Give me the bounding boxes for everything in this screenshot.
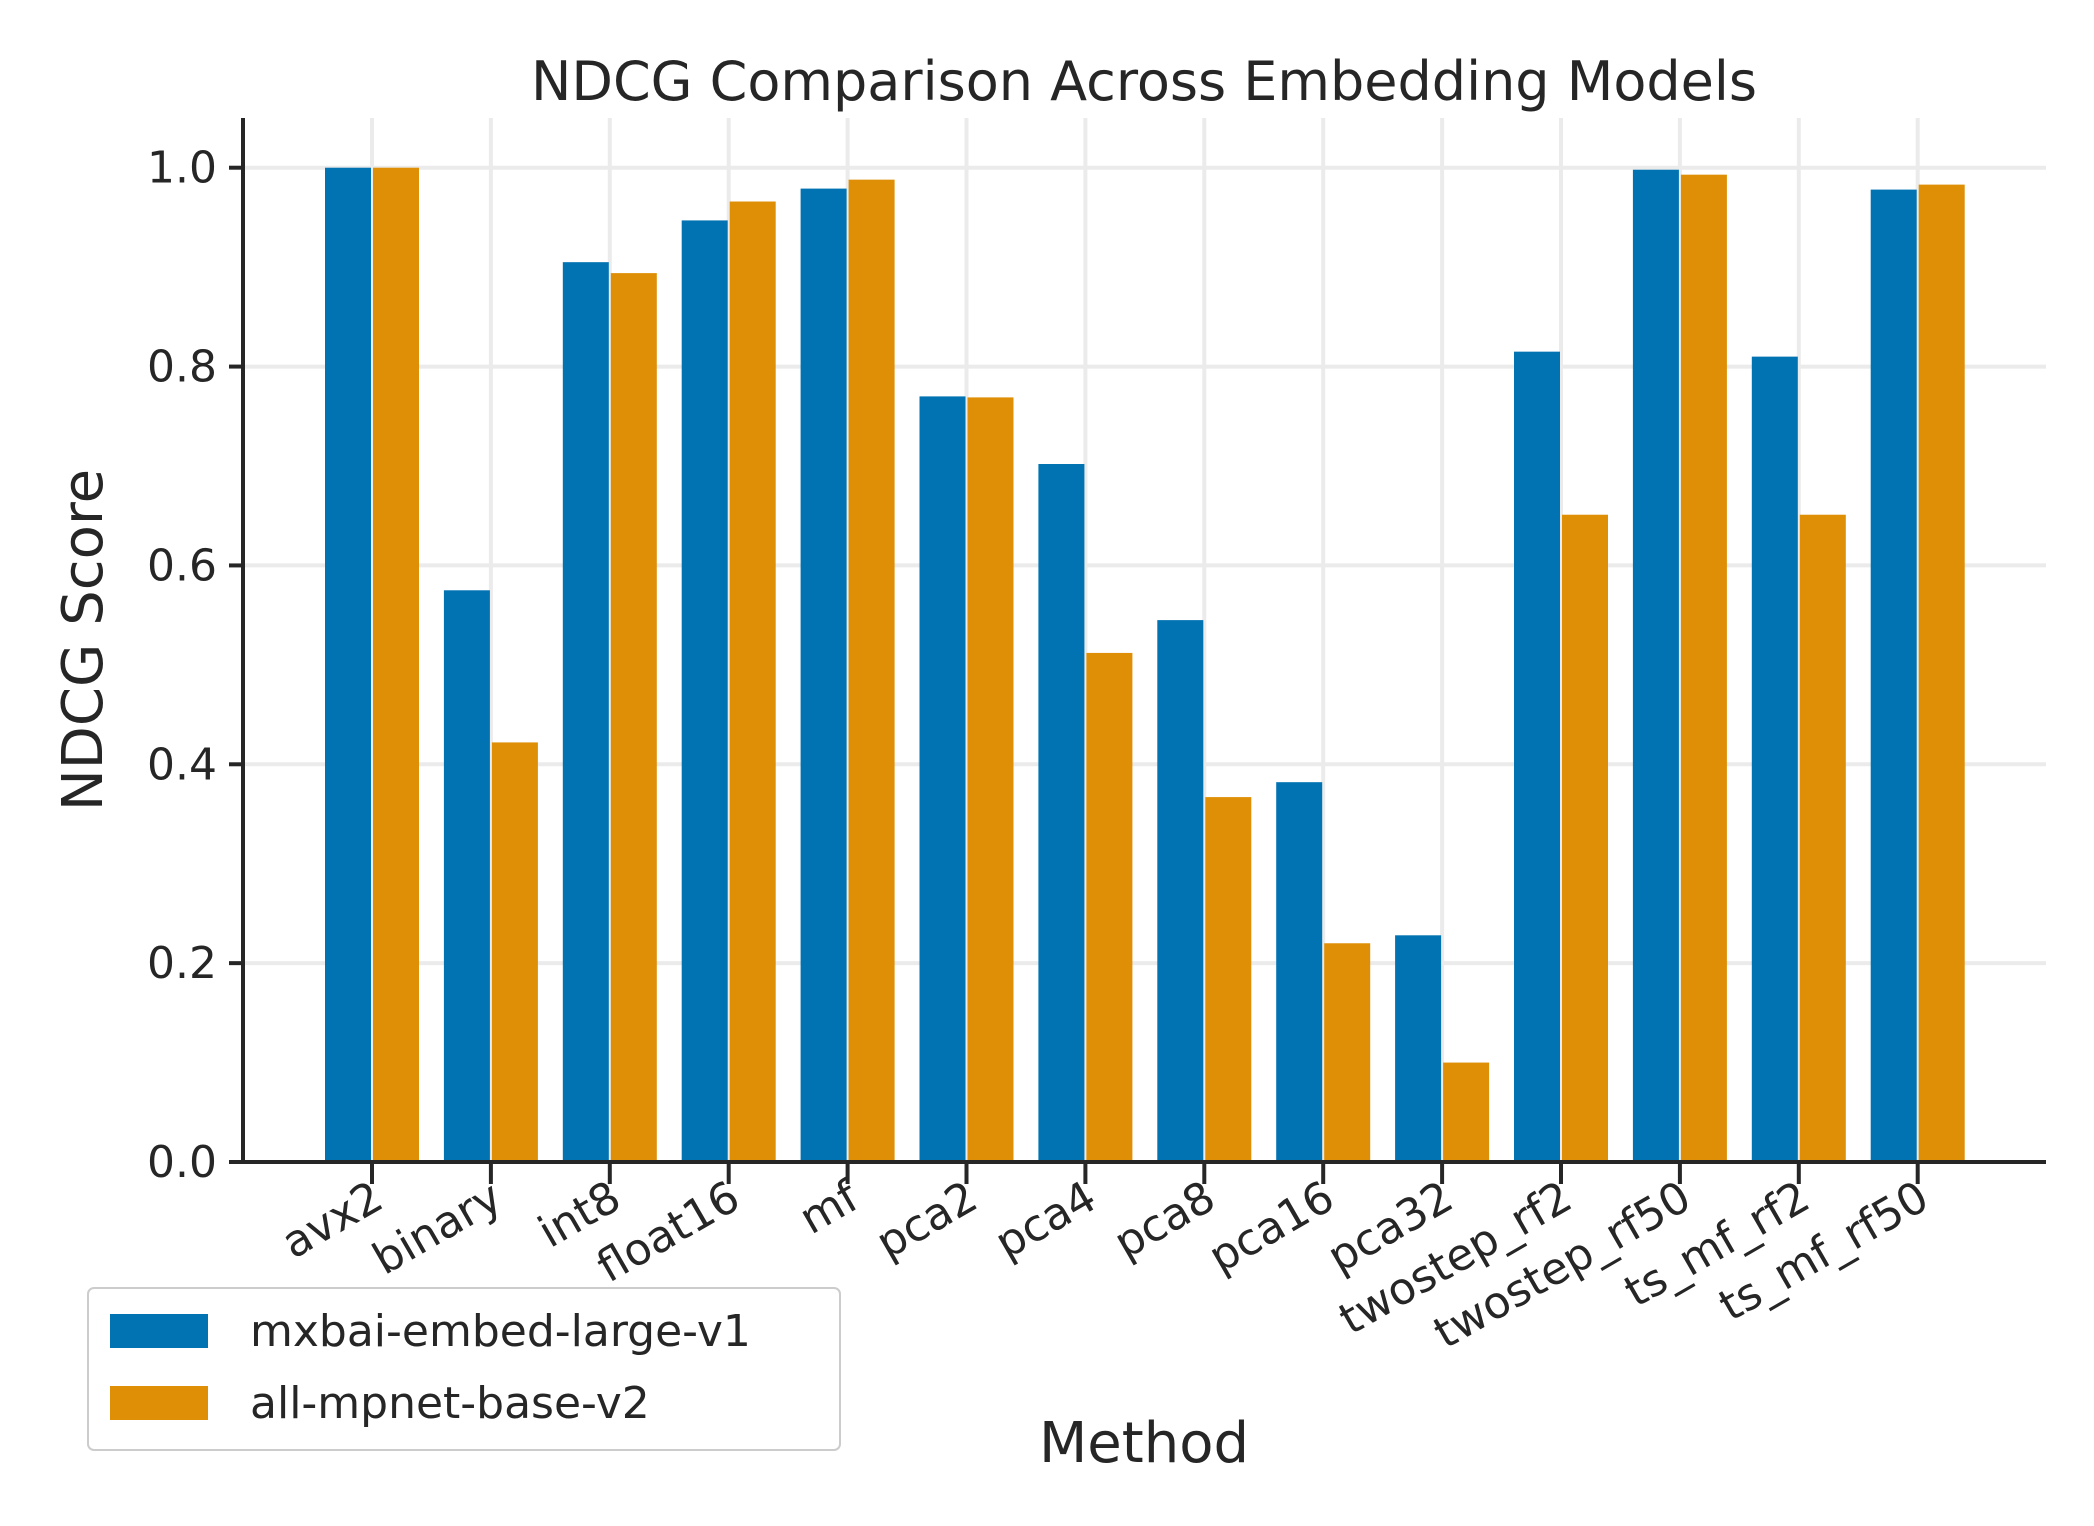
bar-mpnet-binary	[491, 742, 538, 1162]
bar-mxbai-ts_mf_rf2	[1751, 356, 1798, 1163]
bar-mpnet-ts_mf_rf2	[1799, 514, 1846, 1162]
bar-mxbai-twostep_rf2	[1514, 351, 1560, 1163]
bar-mpnet-pca2	[967, 397, 1014, 1162]
legend-frame	[87, 1287, 841, 1451]
y-tick-label: 0.2	[147, 938, 217, 989]
axes	[229, 118, 2046, 1184]
bar-mxbai-avx2	[325, 167, 371, 1162]
bar-mpnet-pca8	[1205, 797, 1252, 1162]
bar-mpnet-pca4	[1086, 652, 1133, 1162]
grid-lines	[243, 118, 2046, 1164]
x-tick-label: binary	[364, 1171, 510, 1285]
y-tick-label: 0.0	[147, 1137, 217, 1188]
chart-title: NDCG Comparison Across Embedding Models	[531, 50, 1757, 113]
bar-mxbai-pca32	[1395, 935, 1442, 1162]
legend: mxbai-embed-large-v1 all-mpnet-base-v2	[87, 1287, 841, 1451]
bar-mxbai-mf	[800, 188, 847, 1162]
bar-mxbai-ts_mf_rf50	[1870, 189, 1917, 1163]
x-tick-label: pca16	[1200, 1171, 1342, 1283]
y-tick-label: 1.0	[147, 143, 217, 194]
y-tick-label: 0.4	[147, 739, 217, 790]
bar-mxbai-binary	[443, 590, 490, 1162]
legend-swatch-mxbai	[110, 1314, 208, 1348]
bar-mpnet-float16	[729, 201, 776, 1162]
y-tick-label: 0.8	[147, 342, 217, 393]
legend-label-mpnet: all-mpnet-base-v2	[250, 1378, 650, 1429]
x-axis-label: Method	[1039, 1411, 1249, 1476]
bar-mpnet-twostep_rf2	[1562, 514, 1608, 1162]
y-axis-label: NDCG Score	[51, 469, 116, 811]
x-tick-label: pca4	[987, 1171, 1105, 1269]
bar-mpnet-mf	[848, 179, 895, 1162]
bar-mxbai-pca4	[1038, 464, 1085, 1162]
bar-mxbai-twostep_rf50	[1632, 169, 1679, 1162]
bar-mpnet-int8	[610, 273, 657, 1162]
bar-mxbai-pca8	[1157, 620, 1204, 1162]
x-tick-label: pca8	[1106, 1171, 1224, 1269]
bar-mpnet-ts_mf_rf50	[1918, 184, 1965, 1163]
x-tick-label: pca2	[868, 1171, 986, 1269]
bar-mpnet-avx2	[373, 167, 419, 1162]
bar-mxbai-int8	[562, 262, 609, 1163]
bar-mxbai-pca16	[1276, 782, 1323, 1162]
y-tick-label: 0.6	[147, 540, 217, 591]
legend-label-mxbai: mxbai-embed-large-v1	[250, 1306, 751, 1357]
legend-swatch-mpnet	[110, 1386, 208, 1420]
bar-mpnet-twostep_rf50	[1680, 174, 1727, 1162]
x-tick-label: mf	[791, 1171, 868, 1245]
bar-mxbai-float16	[681, 220, 728, 1162]
bar-mpnet-pca16	[1324, 943, 1371, 1162]
bar-mpnet-pca32	[1443, 1062, 1490, 1162]
bars	[325, 167, 1965, 1163]
bar-mxbai-pca2	[919, 396, 966, 1162]
